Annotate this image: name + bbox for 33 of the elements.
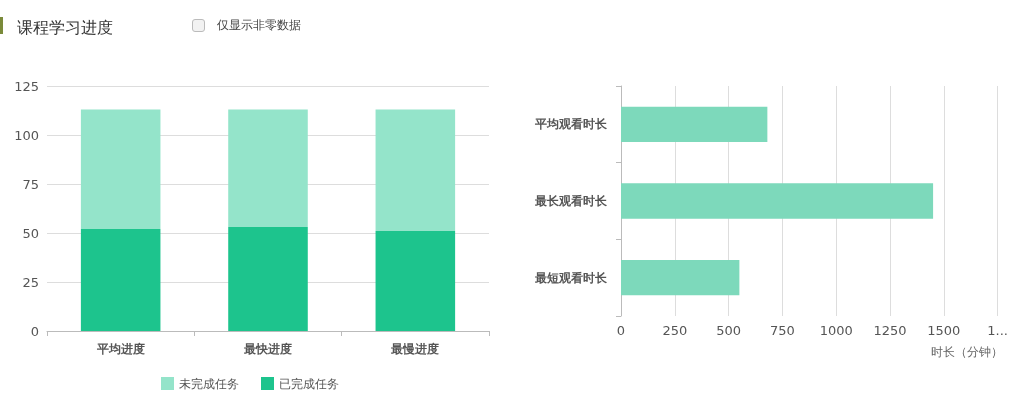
text: 仅显示非零数据 [217,17,301,34]
bar [80,109,161,230]
x-tick-label: 1... [987,323,1008,338]
bar [621,106,768,142]
x-tick-label: 最快进度 [243,342,292,356]
chart-title: 课程学习进度 [17,17,113,37]
bar [228,109,308,228]
x-tick-label: 750 [770,323,795,338]
y-tick-label: 100 [14,127,39,143]
legend-label: 已完成任务 [279,376,339,391]
bar [621,183,934,219]
legend-label: 未完成任务 [179,376,239,391]
x-tick-label: 500 [716,323,742,338]
x-tick-label: 1000 [819,323,853,338]
y-tick-label: 75 [22,176,39,192]
y-tick-label: 50 [22,225,39,241]
bar [375,231,456,331]
x-tick-label: 平均进度 [95,342,145,356]
x-tick-label: 1500 [927,323,961,338]
x-tick-label: 1250 [873,323,907,338]
x-axis-title: 时长（分钟） [931,345,1003,359]
bar [80,229,161,331]
bar [375,109,456,232]
bar [228,227,308,331]
x-tick-label: 0 [616,323,626,338]
y-tick-label: 平均观看时长 [534,117,608,132]
x-tick-label: 最慢进度 [390,342,440,356]
y-tick-label: 最短观看时长 [534,270,608,285]
y-tick-label: 25 [22,274,39,290]
y-tick-label: 最长观看时长 [534,194,608,208]
bar [621,260,740,296]
x-tick-label: 250 [662,323,688,338]
y-tick-label: 125 [14,78,39,94]
